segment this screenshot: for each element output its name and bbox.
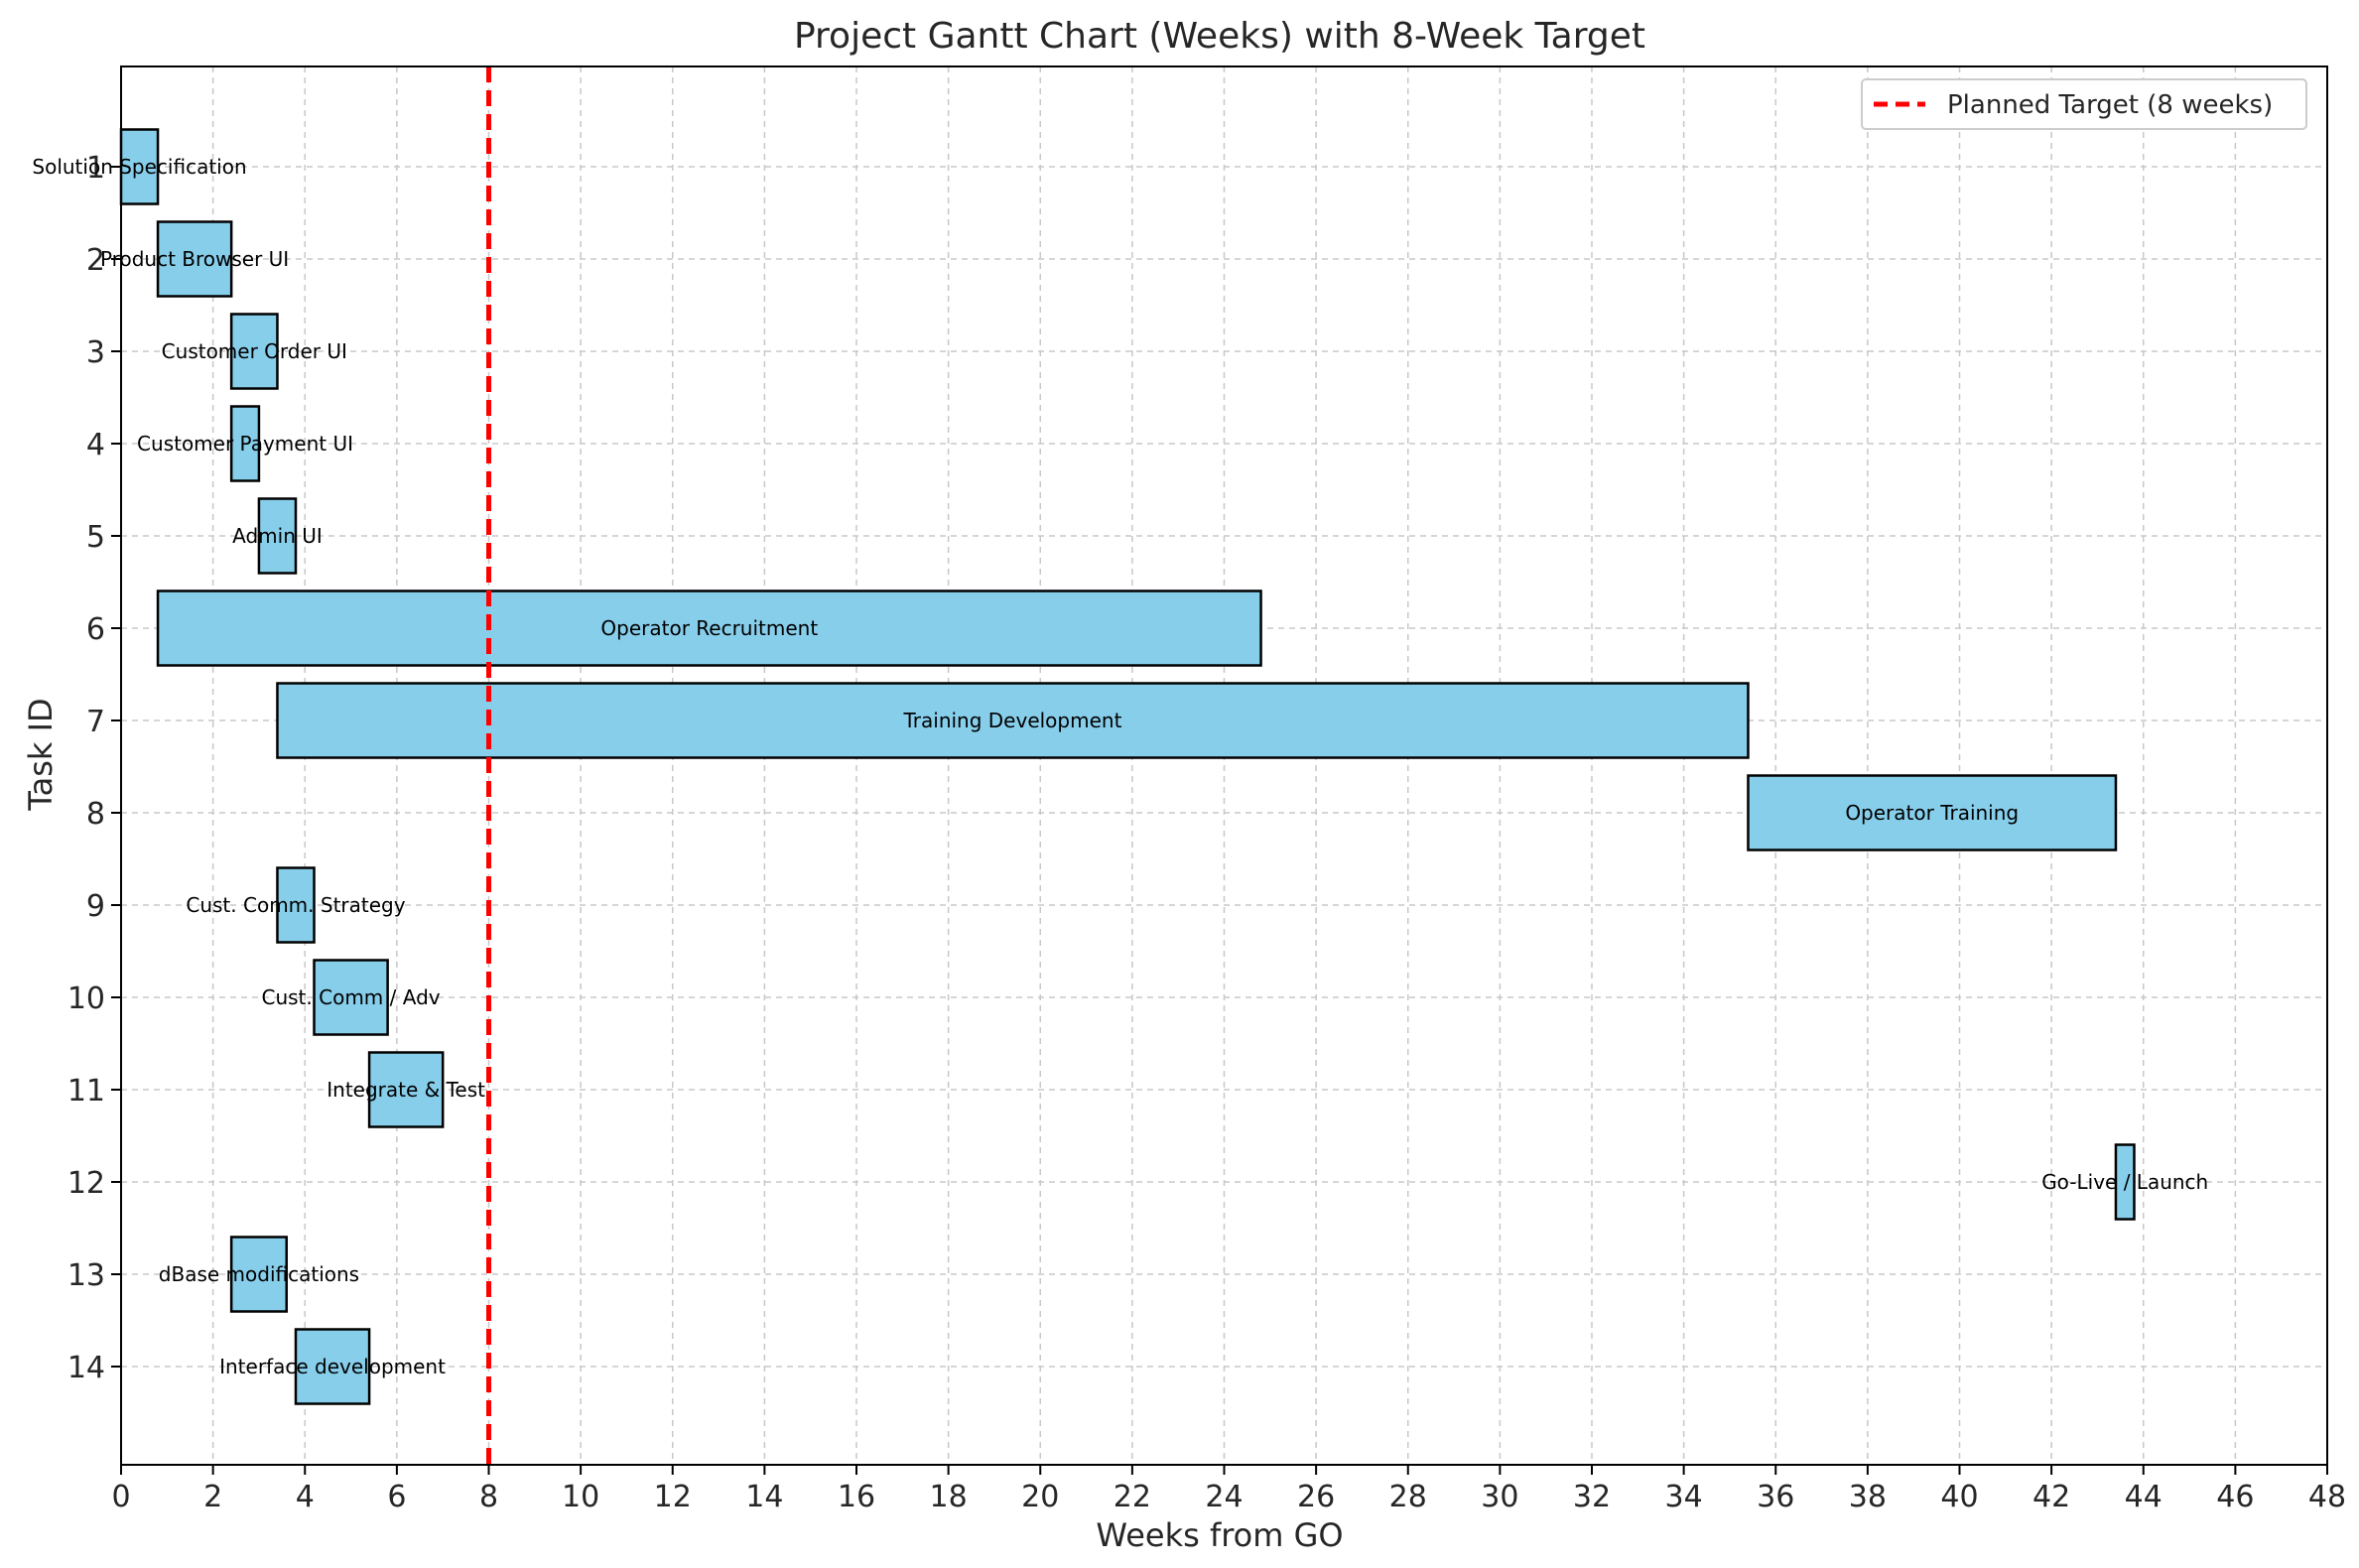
x-tick-label: 12 [654,1480,692,1514]
x-tick-label: 10 [562,1480,599,1514]
x-tick-label: 34 [1665,1480,1703,1514]
task-bar [1747,774,2118,851]
y-tick-label: 3 [86,335,105,370]
x-tick-label: 4 [296,1480,315,1514]
x-tick-label: 16 [838,1480,875,1514]
task-bar [156,220,233,298]
y-tick-label: 7 [86,705,105,739]
y-axis-label: Task ID [22,698,60,811]
legend: Planned Target (8 weeks) [1861,78,2307,130]
x-tick-label: 8 [479,1480,498,1514]
x-tick-label: 24 [1205,1480,1243,1514]
x-tick-label: 40 [1940,1480,1978,1514]
y-tick-label: 6 [86,612,105,647]
task-bar-label: Cust. Comm. Strategy [186,893,405,917]
x-axis-label: Weeks from GO [1096,1516,1343,1554]
task-bar-label: Training Development [903,709,1122,732]
x-tick-label: 2 [203,1480,222,1514]
task-bar [119,128,160,205]
y-tick-label: 1 [86,151,105,186]
y-tick-label: 2 [86,243,105,278]
x-tick-label: 30 [1481,1480,1518,1514]
x-tick-label: 20 [1021,1480,1059,1514]
x-tick-label: 32 [1573,1480,1611,1514]
x-tick-label: 18 [930,1480,968,1514]
x-tick-label: 0 [111,1480,130,1514]
task-bar-label: Customer Order UI [162,339,347,363]
x-tick-label: 36 [1757,1480,1794,1514]
task-bar-label: Admin UI [232,524,323,548]
x-tick-label: 48 [2308,1480,2346,1514]
task-bar-label: Solution Specification [32,155,246,179]
task-bar-label: Integrate & Test [327,1078,485,1102]
y-tick-label: 4 [86,428,105,462]
task-bars [119,128,2136,1405]
task-bar [156,589,1262,667]
chart-title: Project Gantt Chart (Weeks) with 8-Week … [794,16,1645,57]
y-tick-label: 10 [67,981,105,1016]
y-tick-label: 8 [86,797,105,832]
x-tick-label: 42 [2032,1480,2070,1514]
task-bar-label: Cust. Comm / Adv [262,985,441,1009]
y-tick-label: 11 [67,1074,105,1109]
grid-lines [120,66,2328,1465]
x-tick-label: 28 [1389,1480,1427,1514]
task-bar-label: Operator Recruitment [600,616,818,640]
task-bar-label: Go-Live / Launch [2041,1170,2208,1194]
x-tick-label: 6 [387,1480,406,1514]
x-tick-label: 26 [1297,1480,1335,1514]
task-bar-label: dBase modifications [159,1262,359,1286]
task-bar [313,959,389,1036]
task-bar-label: Product Browser UI [100,247,289,271]
x-tick-label: 44 [2125,1480,2162,1514]
task-bar [294,1328,371,1405]
y-tick-label: 13 [67,1258,105,1293]
task-bar-label: Interface development [219,1355,446,1378]
task-bar [276,682,1750,759]
legend-box [1861,78,2307,130]
x-tick-label: 46 [2216,1480,2254,1514]
x-tick-label: 14 [745,1480,783,1514]
x-tick-label: 38 [1849,1480,1887,1514]
task-bar [2114,1143,2136,1221]
task-bar [367,1051,445,1128]
axis-ticks: 0 2 4 6 8 10 12 14 16 18 20 22 24 26 28 30 32 34 36 38 40 42 4… [67,151,2346,1514]
task-bar [229,405,261,482]
y-tick-label: 5 [86,520,105,555]
task-bar [257,497,298,575]
y-tick-label: 14 [67,1351,105,1385]
task-bar [276,866,316,944]
task-bar [229,313,279,390]
legend-target-label: Planned Target (8 weeks) [1947,90,2273,120]
y-tick-label: 12 [67,1166,105,1201]
x-tick-label: 22 [1114,1480,1151,1514]
task-bar [229,1236,288,1313]
task-bar-label: Customer Payment UI [137,432,353,456]
task-bar-label: Operator Training [1845,801,2019,825]
bar-labels: Solution Specification Product Browser UI… [32,155,2208,1378]
y-tick-label: 9 [86,889,105,924]
